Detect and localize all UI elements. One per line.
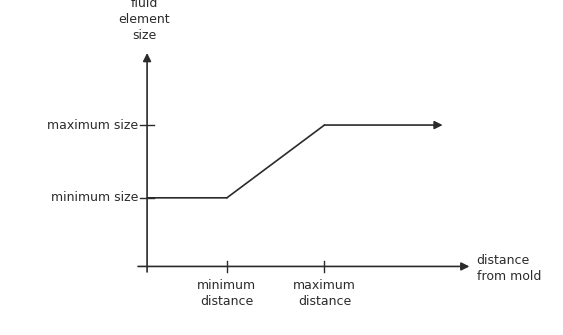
Text: distance
from mold: distance from mold bbox=[477, 254, 541, 283]
Text: maximum size: maximum size bbox=[47, 119, 138, 132]
Text: fluid
element
size: fluid element size bbox=[118, 0, 170, 42]
Text: maximum
distance: maximum distance bbox=[293, 279, 356, 308]
Text: minimum
distance: minimum distance bbox=[197, 279, 257, 308]
Text: minimum size: minimum size bbox=[51, 191, 138, 204]
